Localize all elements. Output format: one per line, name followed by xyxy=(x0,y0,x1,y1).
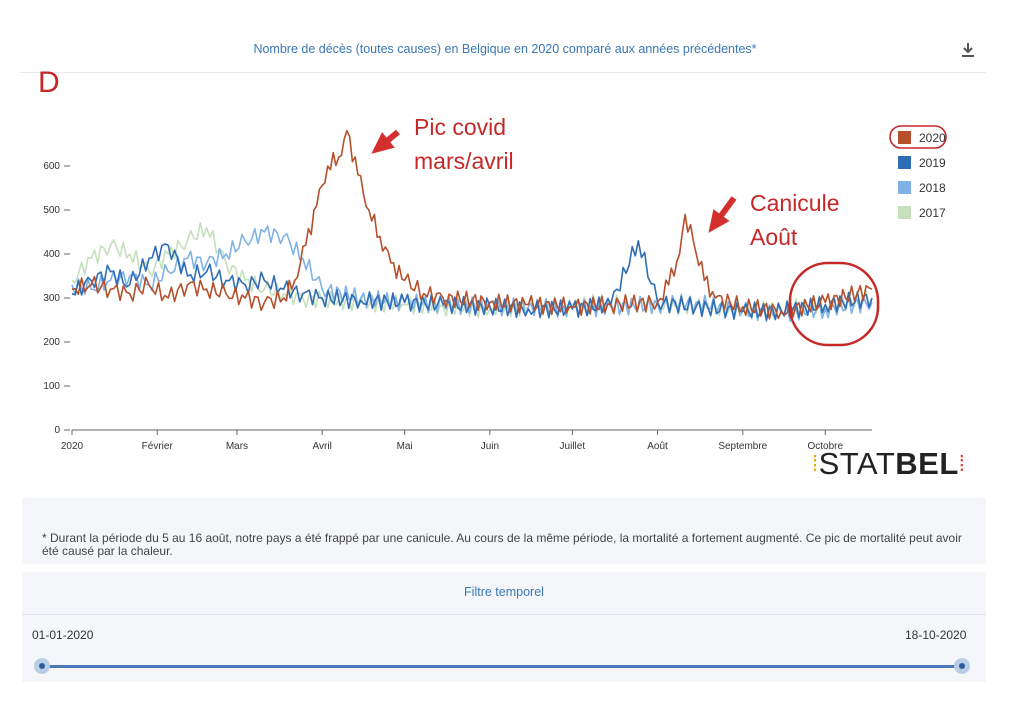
slider-handle-end[interactable] xyxy=(954,658,970,674)
annotation-heatwave-line1: Canicule xyxy=(750,190,840,216)
logo-bars-icon: ⁞ xyxy=(812,451,819,476)
y-tick-label: 600 xyxy=(43,161,60,172)
y-tick-label: 100 xyxy=(43,381,60,392)
y-tick-label: 400 xyxy=(43,249,60,260)
x-tick-label: Février xyxy=(142,441,174,452)
y-tick-label: 500 xyxy=(43,205,60,216)
legend-label: 2020 xyxy=(919,130,946,145)
download-icon[interactable] xyxy=(958,40,978,60)
legend-label: 2018 xyxy=(919,180,946,195)
logo-bars-icon-right: ⁞ xyxy=(958,451,966,476)
statbel-logo: ⁞STATBEL⁞ xyxy=(812,446,965,482)
y-tick-label: 300 xyxy=(43,293,60,304)
chart-axes: 0 100 200 300 400 500 600 2020 Février Mars Avril M… xyxy=(43,161,872,452)
chart-title: Nombre de décès (toutes causes) en Belgi… xyxy=(253,42,757,56)
legend-item-2019[interactable]: 2019 xyxy=(898,155,946,175)
legend-swatch xyxy=(898,181,911,195)
arrow-covid-head xyxy=(371,132,395,154)
annotation-heatwave: Canicule Août xyxy=(750,186,840,254)
slider-handle-start[interactable] xyxy=(34,658,50,674)
legend-label: 2017 xyxy=(919,205,946,220)
chart-series xyxy=(71,130,873,323)
time-filter-title: Filtre temporel xyxy=(464,585,544,599)
x-tick-label: Juin xyxy=(481,441,499,452)
legend-swatch xyxy=(898,156,911,170)
note-box xyxy=(22,498,986,564)
y-tick-label: 0 xyxy=(54,425,60,436)
time-filter-header xyxy=(22,572,986,615)
title-divider xyxy=(20,72,986,73)
x-tick-label: Avril xyxy=(313,441,332,452)
annotation-covid-line1: Pic covid xyxy=(414,114,507,140)
time-filter-panel xyxy=(22,572,986,682)
x-tick-label: 2020 xyxy=(61,441,84,452)
series-line-2020 xyxy=(71,130,873,320)
legend-label: 2019 xyxy=(919,155,946,170)
filter-start-date: 01-01-2020 xyxy=(32,628,94,642)
x-tick-label: Août xyxy=(647,441,668,452)
annotation-covid-line2: mars/avril xyxy=(414,148,514,174)
x-tick-label: Septembre xyxy=(718,441,767,452)
time-slider-track[interactable] xyxy=(42,665,962,668)
legend-item-2017[interactable]: 2017 xyxy=(898,205,946,225)
annotation-heatwave-line2: Août xyxy=(750,224,798,250)
filter-end-date: 18-10-2020 xyxy=(905,628,967,642)
highlight-circle-october xyxy=(788,261,880,347)
arrow-heatwave-head xyxy=(708,209,730,233)
highlight-circle-legend-2020 xyxy=(889,125,947,149)
panel-label: D xyxy=(38,66,60,99)
footnote: * Durant la période du 5 au 16 août, not… xyxy=(42,531,962,558)
chart-annotations xyxy=(371,125,947,347)
logo-text-suffix: BEL xyxy=(895,446,959,481)
legend-item-2018[interactable]: 2018 xyxy=(898,180,946,200)
x-tick-label: Mai xyxy=(397,441,413,452)
legend-swatch xyxy=(898,131,911,145)
legend-item-2020[interactable]: 2020 xyxy=(898,130,946,150)
legend-swatch xyxy=(898,206,911,220)
x-tick-label: Juillet xyxy=(560,441,586,452)
logo-text-prefix: STAT xyxy=(818,446,896,481)
x-tick-label: Octobre xyxy=(807,441,843,452)
annotation-covid: Pic covid mars/avril xyxy=(414,110,514,178)
y-tick-label: 200 xyxy=(43,337,60,348)
series-line-2019 xyxy=(71,240,873,321)
x-tick-label: Mars xyxy=(226,441,248,452)
